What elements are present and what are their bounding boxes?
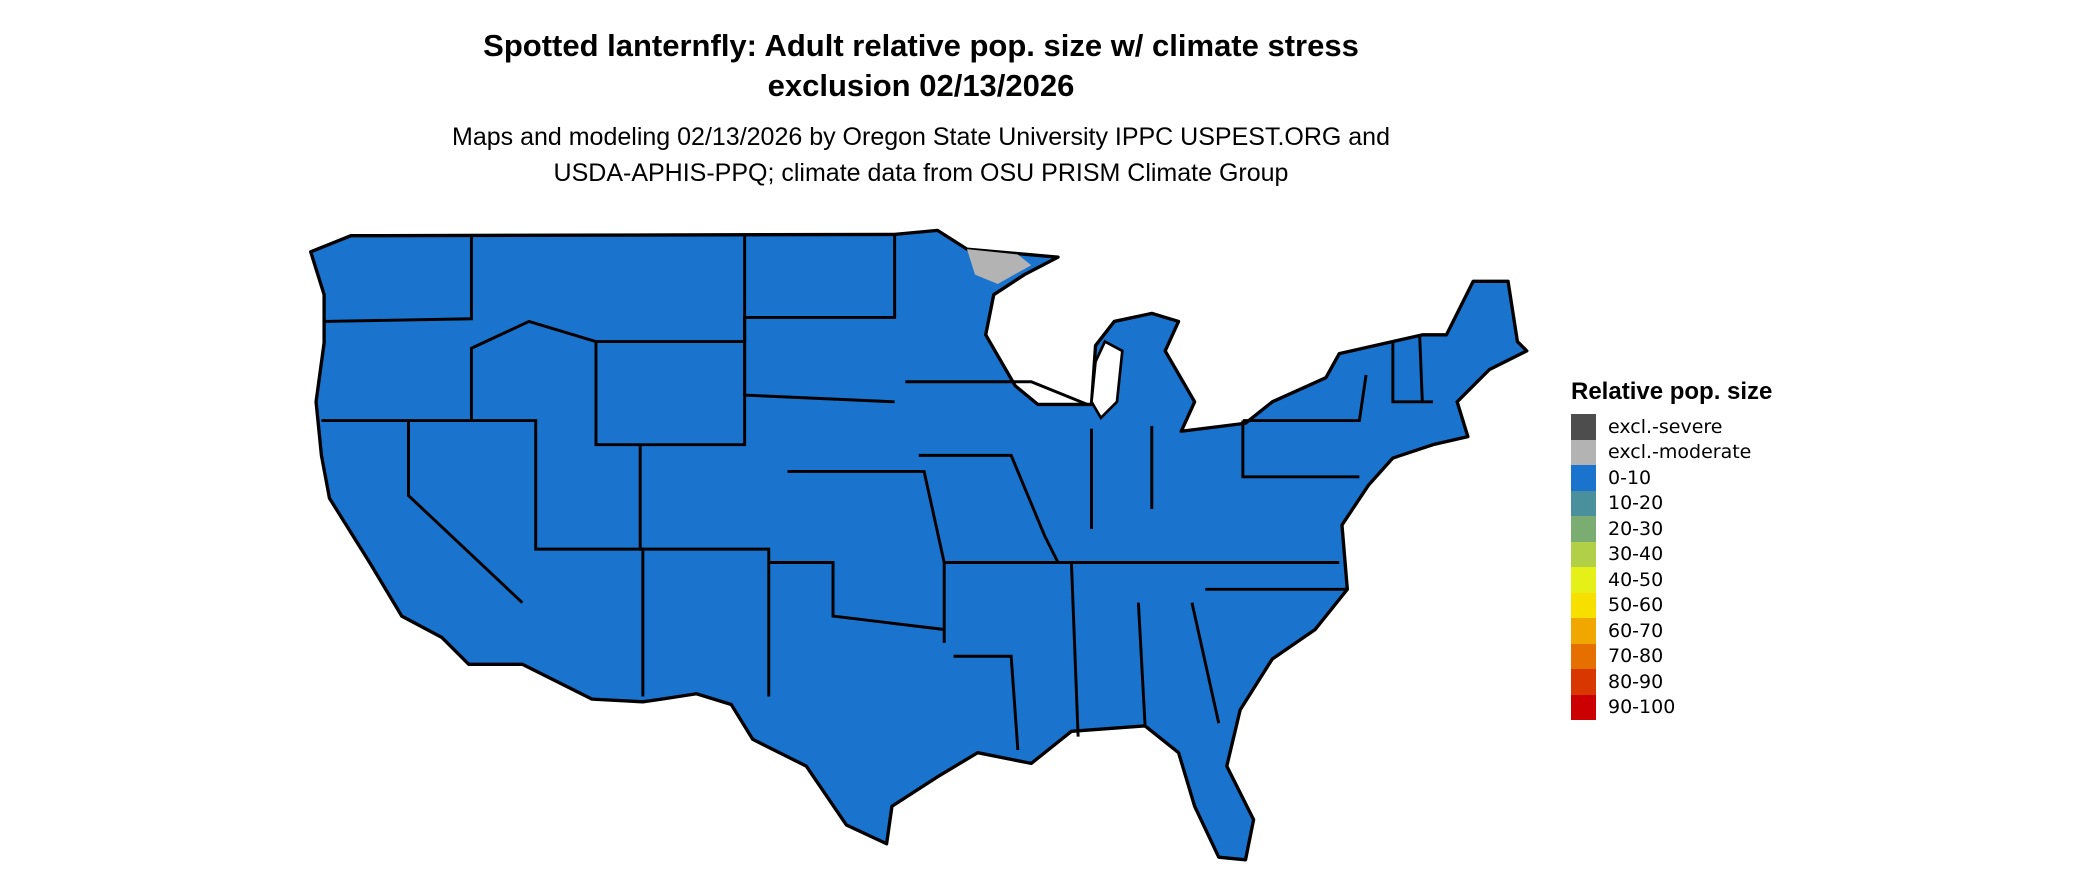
legend-label: 50-60 — [1608, 594, 1664, 617]
legend-swatch — [1571, 541, 1596, 567]
map-title-line1: Spotted lanternfly: Adult relative pop. … — [483, 28, 1359, 63]
legend-swatch — [1571, 490, 1596, 516]
subtitle-line1: Maps and modeling 02/13/2026 by Oregon S… — [452, 123, 1390, 151]
legend-swatch — [1571, 414, 1596, 440]
legend: Relative pop. size excl.-severe excl.-mod… — [1571, 378, 1772, 720]
legend-label: excl.-moderate — [1608, 441, 1752, 464]
legend-item: 20-30 — [1571, 516, 1772, 542]
legend-swatch — [1571, 516, 1596, 542]
map-title-line2: exclusion 02/13/2026 — [767, 68, 1075, 103]
legend-item: excl.-moderate — [1571, 439, 1772, 465]
legend-swatch — [1571, 694, 1596, 720]
excluded-moderate-area — [966, 249, 1032, 284]
legend-label: 90-100 — [1608, 696, 1676, 719]
legend-item: 10-20 — [1571, 490, 1772, 516]
legend-item: 50-60 — [1571, 592, 1772, 618]
legend-swatch — [1571, 592, 1596, 618]
legend-swatch — [1571, 465, 1596, 491]
legend-label: 40-50 — [1608, 568, 1664, 591]
legend-swatch — [1571, 669, 1596, 695]
legend-label: 0-10 — [1608, 466, 1652, 489]
legend-item: 0-10 — [1571, 465, 1772, 491]
legend-label: excl.-severe — [1608, 415, 1723, 438]
legend-label: 30-40 — [1608, 543, 1664, 566]
legend-item: 60-70 — [1571, 618, 1772, 644]
legend-item: 80-90 — [1571, 669, 1772, 695]
legend-label: 20-30 — [1608, 517, 1664, 540]
legend-items: excl.-severe excl.-moderate 0-10 10-20 20-30… — [1571, 414, 1772, 720]
conus-region — [309, 228, 1529, 862]
legend-title: Relative pop. size — [1571, 378, 1773, 405]
legend-label: 10-20 — [1608, 492, 1664, 515]
legend-swatch — [1571, 439, 1596, 465]
legend-item: excl.-severe — [1571, 414, 1772, 440]
legend-label: 60-70 — [1608, 619, 1664, 642]
legend-swatch — [1571, 618, 1596, 644]
legend-label: 80-90 — [1608, 670, 1664, 693]
legend-item: 40-50 — [1571, 567, 1772, 593]
legend-item: 70-80 — [1571, 643, 1772, 669]
legend-item: 30-40 — [1571, 541, 1772, 567]
legend-item: 90-100 — [1571, 694, 1772, 720]
state-borders — [321, 234, 1434, 751]
legend-swatch — [1571, 567, 1596, 593]
legend-swatch — [1571, 643, 1596, 669]
legend-label: 70-80 — [1608, 645, 1664, 668]
lake-michigan — [1090, 339, 1124, 421]
subtitle-line2: USDA-APHIS-PPQ; climate data from OSU PR… — [553, 159, 1289, 187]
